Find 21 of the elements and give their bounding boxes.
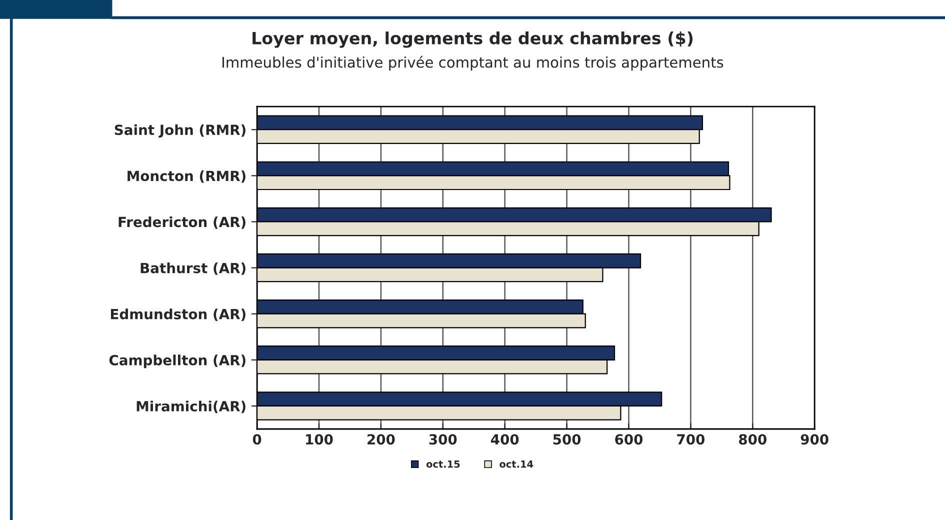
y-tick-label: Miramichi(AR) xyxy=(136,400,246,414)
x-tick-label: 300 xyxy=(429,434,457,445)
legend-label: oct.15 xyxy=(426,460,460,468)
x-tick-label: 600 xyxy=(615,434,643,445)
x-tick-label: 500 xyxy=(553,434,581,445)
y-tick-label: Fredericton (AR) xyxy=(118,216,246,229)
y-tick-label: Moncton (RMR) xyxy=(128,170,246,183)
legend-label: oct.14 xyxy=(500,460,534,468)
x-tick-label: 200 xyxy=(368,434,395,445)
x-tick-label: 700 xyxy=(677,434,705,445)
y-tick-label: Saint John (RMR) xyxy=(114,124,246,138)
x-tick-label: 400 xyxy=(490,434,519,445)
y-tick-label: Bathurst (AR) xyxy=(140,262,246,275)
x-tick-label: 0 xyxy=(252,434,262,445)
y-tick-label: Edmundston (AR) xyxy=(110,308,246,321)
chart-subtitle: Immeubles d'initiative privée comptant au moins trois appartements xyxy=(222,56,724,71)
y-tick-label: Campbellton (AR) xyxy=(109,354,246,368)
x-tick-label: 900 xyxy=(800,434,828,445)
chart-title: Loyer moyen, logements de deux chambres ($) xyxy=(252,32,693,48)
x-tick-label: 100 xyxy=(306,434,333,445)
x-tick-label: 800 xyxy=(738,434,766,445)
